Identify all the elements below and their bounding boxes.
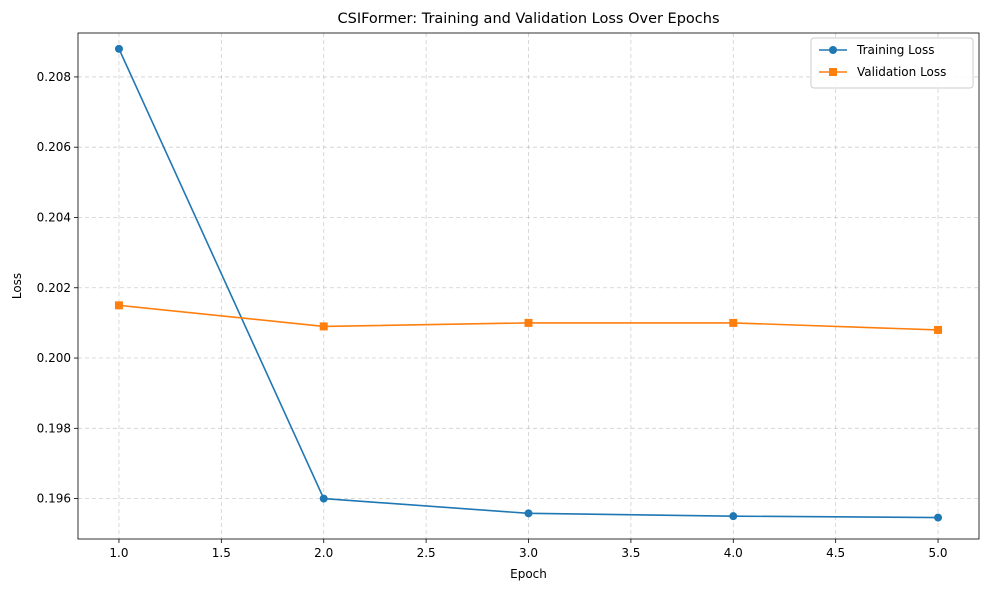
- data-point: [114, 301, 123, 310]
- x-tick-label: 4.0: [724, 546, 743, 560]
- legend-marker: [829, 46, 837, 54]
- x-tick-label: 3.5: [621, 546, 640, 560]
- data-point: [729, 512, 738, 521]
- legend-label: Validation Loss: [857, 65, 946, 79]
- x-tick-label: 5.0: [928, 546, 947, 560]
- data-point: [729, 318, 738, 327]
- legend: Training Loss Validation Loss: [810, 37, 974, 89]
- legend-marker: [829, 68, 837, 76]
- series-layer: [114, 44, 943, 522]
- x-tick-label: 2.5: [417, 546, 436, 560]
- y-tick-label: 0.196: [37, 492, 71, 506]
- y-tick-label: 0.198: [37, 421, 71, 435]
- x-tick-label: 2.0: [314, 546, 333, 560]
- y-tick-label: 0.208: [37, 70, 71, 84]
- x-tick-label: 3.0: [519, 546, 538, 560]
- grid: [78, 33, 979, 539]
- x-tick-label: 1.0: [109, 546, 128, 560]
- data-point: [934, 325, 943, 334]
- series-validation-loss: [114, 301, 943, 334]
- data-point: [934, 513, 943, 522]
- x-tick-label: 4.5: [826, 546, 845, 560]
- legend-item: Training Loss: [819, 43, 934, 57]
- series-training-loss: [114, 44, 943, 522]
- y-tick-label: 0.200: [37, 351, 71, 365]
- x-axis-label: Epoch: [510, 567, 547, 581]
- y-axis-label: Loss: [10, 273, 24, 299]
- data-point: [114, 44, 123, 53]
- ticks: 1.0 1.5 2.0 2.5 3.0 3.5 4.0 4.5 5.0 0.196 0.198 0.2…: [37, 70, 948, 560]
- y-tick-label: 0.206: [37, 140, 71, 154]
- data-point: [524, 509, 533, 518]
- y-tick-label: 0.204: [37, 210, 71, 224]
- data-point: [524, 318, 533, 327]
- legend-label: Training Loss: [856, 43, 934, 57]
- legend-item: Validation Loss: [819, 65, 946, 79]
- data-point: [319, 494, 328, 503]
- data-point: [319, 322, 328, 331]
- y-tick-label: 0.202: [37, 281, 71, 295]
- x-tick-label: 1.5: [212, 546, 231, 560]
- chart-title: CSIFormer: Training and Validation Loss …: [337, 11, 719, 27]
- legend-frame: [810, 37, 974, 89]
